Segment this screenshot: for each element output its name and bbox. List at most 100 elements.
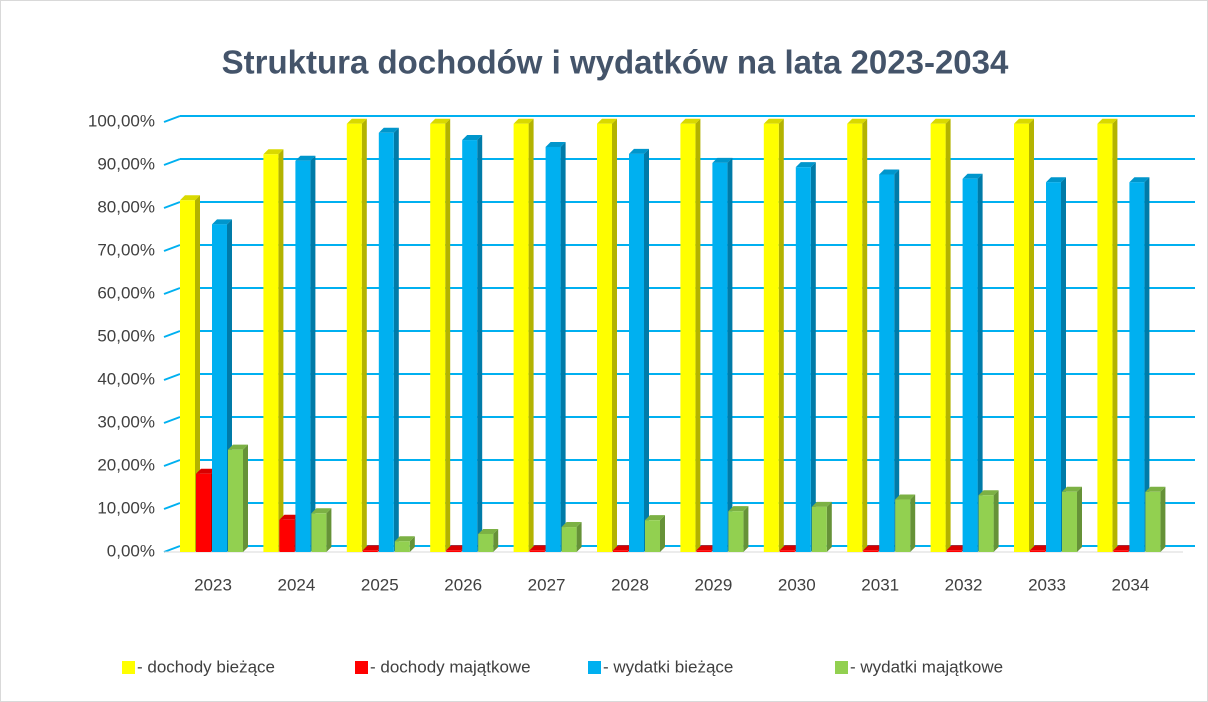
bar [728, 511, 744, 552]
bar [1145, 491, 1161, 552]
y-tick-label: 40,00% [97, 369, 155, 388]
x-tick-label: 2028 [611, 575, 649, 594]
bar-top [712, 157, 733, 163]
bar [811, 506, 827, 552]
legend-swatch [588, 661, 601, 674]
bar-side [393, 127, 399, 552]
bar-top [394, 536, 415, 542]
bar-top [263, 149, 284, 155]
bar [513, 123, 529, 552]
bar [779, 550, 795, 552]
bar-top [597, 118, 617, 124]
bar-top [895, 494, 916, 500]
bar-side [612, 118, 617, 552]
bar-top [1014, 118, 1034, 124]
bar-top [629, 148, 649, 154]
bar-top [462, 135, 483, 141]
bar-top [1046, 177, 1066, 183]
bar-side [1160, 486, 1166, 552]
bar-top [311, 508, 332, 514]
bar-top [696, 545, 717, 551]
grid-line [163, 201, 181, 209]
bar [645, 520, 660, 552]
legend-label: - wydatki bieżące [603, 657, 733, 676]
bar [263, 154, 279, 552]
y-tick-label: 60,00% [97, 283, 155, 302]
bar [212, 224, 227, 552]
bar [712, 162, 728, 552]
bar-top [279, 514, 300, 520]
bar-top [295, 155, 316, 161]
bar-top [962, 173, 983, 179]
bar-top [930, 118, 951, 124]
grid-line [163, 115, 181, 123]
bar-top [1030, 545, 1050, 551]
bar-top [946, 545, 967, 551]
bar [378, 132, 394, 552]
bar [180, 200, 195, 552]
bar-top [728, 506, 749, 512]
chart-title: Struktura dochodów i wydatków na lata 20… [222, 44, 1009, 81]
bar [295, 160, 311, 552]
bar-side [1144, 177, 1150, 552]
bar-side [409, 536, 415, 552]
bar-side [1077, 486, 1082, 552]
bar [446, 550, 462, 552]
grid-line [163, 244, 181, 252]
bar [597, 123, 612, 552]
bar-side [826, 501, 832, 552]
y-tick-label: 0,00% [107, 541, 155, 560]
bar-top [529, 545, 550, 551]
bar-top [879, 169, 900, 175]
bar [613, 550, 628, 552]
bar-side [778, 118, 784, 552]
x-tick-label: 2024 [277, 575, 315, 594]
bar-top [1113, 545, 1134, 551]
bar-side [493, 528, 499, 552]
legend-label: - dochody majątkowe [370, 657, 531, 676]
bar-side [862, 118, 868, 552]
bar-top [795, 162, 816, 168]
bar-side [993, 490, 999, 552]
bar [279, 519, 295, 552]
y-tick-label: 70,00% [97, 240, 155, 259]
bar-top [446, 545, 467, 551]
bar-side [361, 118, 367, 552]
bar-top [645, 515, 665, 521]
grid-line [163, 158, 181, 166]
bar-top [1145, 486, 1166, 492]
bar-top [228, 444, 248, 450]
bar [879, 174, 895, 552]
bar-side [243, 444, 248, 552]
bar-top [430, 118, 451, 124]
bar-top [1097, 118, 1118, 124]
x-tick-label: 2031 [861, 575, 899, 594]
y-tick-label: 20,00% [97, 455, 155, 474]
y-tick-label: 90,00% [97, 154, 155, 173]
bar-top [545, 141, 566, 147]
bar-side [977, 173, 983, 552]
grid-line [163, 287, 181, 295]
bar [346, 123, 362, 552]
bar [930, 123, 946, 552]
x-tick-label: 2034 [1111, 575, 1149, 594]
y-tick-label: 30,00% [97, 412, 155, 431]
bar-top [212, 219, 232, 225]
bar-side [278, 149, 284, 552]
bar [978, 495, 994, 552]
bar-top [561, 522, 582, 528]
bar-side [945, 118, 951, 552]
grid-line [163, 416, 181, 424]
y-tick-label: 10,00% [97, 498, 155, 517]
bar-side [1061, 177, 1066, 552]
bar-top [513, 118, 534, 124]
x-tick-label: 2027 [528, 575, 566, 594]
bar-side [528, 118, 534, 552]
bar-side [743, 506, 749, 552]
bar-top [180, 195, 200, 201]
bar-side [445, 118, 451, 552]
bar-top [763, 118, 784, 124]
y-tick-label: 50,00% [97, 326, 155, 345]
bar-side [477, 135, 483, 552]
bar-side [660, 515, 665, 552]
